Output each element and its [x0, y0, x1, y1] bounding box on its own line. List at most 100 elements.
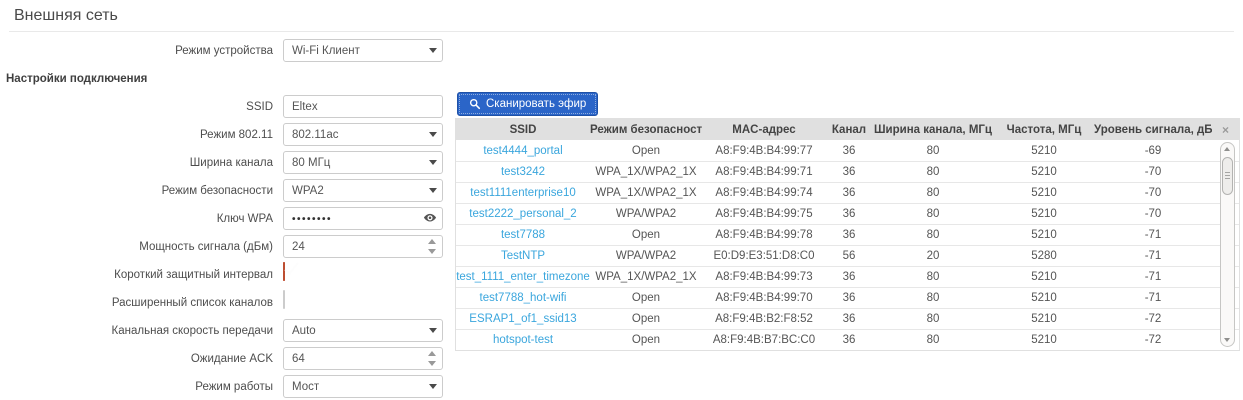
table-row: test1111enterprise10 WPA_1X/WPA2_1X A8:F…	[456, 182, 1239, 203]
scan-table-body: test4444_portal Open A8:F9:4B:B4:99:77 3…	[456, 140, 1239, 350]
scrollbar-down-icon[interactable]	[1224, 338, 1230, 342]
ssid-link[interactable]: test3242	[500, 166, 546, 178]
ssid-link[interactable]: test2222_personal_2	[469, 208, 577, 220]
channel-cell: 36	[842, 313, 856, 325]
security-cell: Open	[631, 229, 661, 241]
mac-cell: A8:F9:4B:B4:99:71	[715, 166, 813, 178]
channel-width-cell: 80	[926, 292, 940, 304]
channel-rate-select[interactable]: Auto	[283, 319, 443, 342]
channel-width-cell: 80	[926, 208, 940, 220]
table-scrollbar[interactable]	[1220, 142, 1235, 347]
channel-width-row: Ширина канала 80 МГц	[0, 151, 455, 174]
mac-cell: A8:F9:4B:B2:F8:52	[715, 313, 813, 325]
channel-cell: 36	[842, 229, 856, 241]
mode-80211-label: Режим 802.11	[200, 128, 273, 141]
frequency-cell: 5210	[1031, 208, 1057, 220]
scrollbar-up-icon[interactable]	[1224, 147, 1230, 151]
ack-timeout-row: Ожидание ACK	[0, 347, 455, 370]
wpa-key-label: Ключ WPA	[216, 212, 273, 225]
extended-channels-label: Расширенный список каналов	[111, 296, 273, 309]
channel-width-cell: 20	[926, 250, 940, 262]
ssid-link[interactable]: test4444_portal	[483, 144, 563, 157]
signal-power-input[interactable]	[283, 235, 443, 258]
extended-channels-checkbox[interactable]	[283, 290, 285, 309]
ssid-link[interactable]: hotspot-test	[492, 334, 554, 346]
close-icon[interactable]: ×	[1221, 123, 1229, 136]
ssid-link[interactable]: ESRAP1_of1_ssid13	[469, 313, 577, 325]
mac-cell: A8:F9:4B:B4:99:73	[715, 271, 813, 283]
ssid-input[interactable]	[283, 95, 443, 118]
channel-cell: 36	[842, 334, 856, 346]
ssid-link[interactable]: test_1111_enter_timezone	[456, 271, 590, 283]
col-frequency: Частота, МГц	[1006, 123, 1082, 136]
channel-rate-label: Канальная скорость передачи	[111, 324, 273, 337]
mac-cell: A8:F9:4B:B4:99:70	[715, 292, 813, 304]
signal-level-cell: -70	[1144, 208, 1162, 220]
ssid-label: SSID	[246, 100, 273, 113]
scan-button-label: Сканировать эфир	[486, 98, 587, 110]
frequency-cell: 5210	[1031, 229, 1057, 241]
ssid-link[interactable]: TestNTP	[500, 250, 546, 262]
scan-air-button[interactable]: Сканировать эфир	[457, 92, 599, 116]
table-row: test4444_portal Open A8:F9:4B:B4:99:77 3…	[456, 140, 1239, 161]
security-cell: WPA/WPA2	[615, 208, 677, 220]
ssid-link[interactable]: test7788_hot-wifi	[479, 292, 567, 304]
col-mac: MAC-адрес	[732, 123, 796, 136]
device-mode-label: Режим устройства	[175, 44, 273, 57]
signal-level-cell: -71	[1144, 271, 1162, 283]
channel-width-cell: 80	[926, 144, 940, 157]
security-cell: WPA/WPA2	[615, 250, 677, 262]
stepper-up-icon	[428, 239, 436, 244]
short-gi-checkbox[interactable]	[283, 262, 285, 281]
stepper-up-icon	[428, 351, 436, 356]
extended-channels-row: Расширенный список каналов	[0, 290, 455, 314]
channel-cell: 36	[842, 271, 856, 283]
signal-level-cell: -70	[1144, 166, 1162, 178]
col-channel: Канал	[831, 123, 867, 136]
frequency-cell: 5210	[1031, 166, 1057, 178]
channel-width-cell: 80	[926, 166, 940, 178]
channel-width-cell: 80	[926, 187, 940, 199]
ssid-link[interactable]: test7788	[500, 229, 546, 241]
stepper-down-icon	[428, 249, 436, 254]
security-mode-select[interactable]: WPA2	[283, 179, 443, 202]
scrollbar-thumb[interactable]	[1222, 157, 1233, 195]
scan-table-body-wrap: test4444_portal Open A8:F9:4B:B4:99:77 3…	[456, 140, 1239, 350]
channel-width-select[interactable]: 80 МГц	[283, 151, 443, 174]
ack-timeout-input[interactable]	[283, 347, 443, 370]
channel-cell: 56	[842, 250, 856, 262]
device-mode-select[interactable]: Wi-Fi Клиент	[283, 39, 443, 62]
col-ssid: SSID	[509, 123, 537, 136]
device-mode-row: Режим устройства Wi-Fi Клиент	[0, 39, 455, 62]
channel-width-cell: 80	[926, 271, 940, 283]
chevron-down-icon	[429, 48, 437, 53]
scan-table-header: SSID Режим безопасности MAC-адрес Канал …	[456, 119, 1239, 140]
channel-cell: 36	[842, 144, 856, 157]
mode-80211-value: 802.11ac	[292, 128, 339, 141]
work-mode-label: Режим работы	[195, 380, 273, 393]
channel-width-cell: 80	[926, 229, 940, 241]
chevron-down-icon	[429, 188, 437, 193]
mac-cell: A8:F9:4B:B4:99:78	[715, 229, 813, 241]
short-gi-label: Короткий защитный интервал	[114, 268, 273, 281]
mode-80211-select[interactable]: 802.11ac	[283, 123, 443, 146]
channel-width-value: 80 МГц	[292, 156, 331, 169]
signal-power-stepper[interactable]	[428, 239, 437, 254]
ssid-link[interactable]: test1111enterprise10	[470, 187, 576, 199]
chevron-down-icon	[429, 132, 437, 137]
ack-timeout-stepper[interactable]	[428, 351, 437, 366]
security-cell: Open	[631, 313, 661, 325]
wpa-key-row: Ключ WPA ••••••••	[0, 207, 455, 230]
table-row: TestNTP WPA/WPA2 E0:D9:E3:51:D8:C0 56 20…	[456, 245, 1239, 266]
frequency-cell: 5280	[1031, 250, 1057, 262]
frequency-cell: 5210	[1031, 271, 1057, 283]
signal-level-cell: -72	[1144, 313, 1162, 325]
signal-level-cell: -71	[1144, 250, 1162, 262]
table-row: test7788_hot-wifi Open A8:F9:4B:B4:99:70…	[456, 287, 1239, 308]
show-password-eye-icon[interactable]	[423, 212, 437, 224]
signal-level-cell: -71	[1144, 292, 1162, 304]
wpa-key-field[interactable]: ••••••••	[283, 207, 443, 230]
work-mode-select[interactable]: Мост	[283, 375, 443, 398]
security-mode-row: Режим безопасности WPA2	[0, 179, 455, 202]
